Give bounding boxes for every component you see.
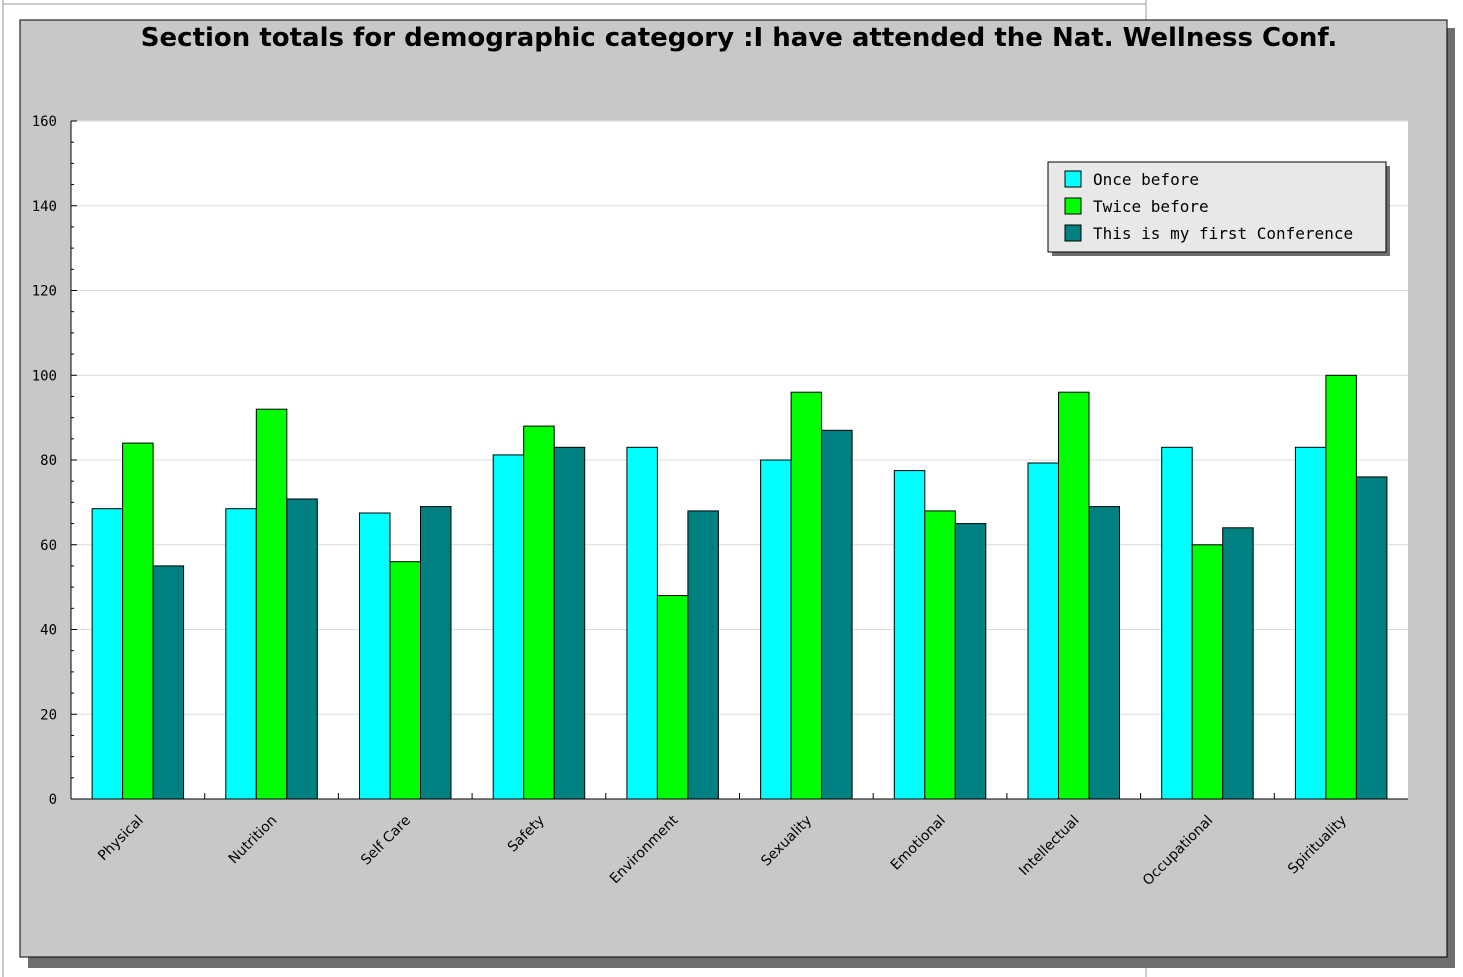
chart-title: Section totals for demographic category … bbox=[141, 23, 1337, 53]
bar-self-care-series-2 bbox=[389, 561, 421, 800]
y-tick-label: 40 bbox=[40, 623, 57, 639]
y-tick-label: 160 bbox=[32, 114, 57, 130]
y-tick-label: 80 bbox=[40, 453, 57, 469]
y-tick-label: 0 bbox=[49, 792, 57, 808]
bar-nutrition-series-2 bbox=[255, 408, 288, 800]
bar-intellectual-series-2 bbox=[1058, 391, 1090, 800]
y-tick-label: 140 bbox=[32, 199, 57, 215]
bar-occupational-series-1 bbox=[1161, 446, 1193, 800]
bar-nutrition-series-1 bbox=[225, 508, 257, 800]
bar-spirituality-series-2 bbox=[1325, 374, 1357, 800]
bar-sexuality-series-1 bbox=[760, 459, 792, 800]
axes bbox=[70, 120, 1408, 800]
legend-swatch bbox=[1064, 170, 1082, 188]
bar-physical-series-1 bbox=[91, 508, 124, 800]
bar-occupational-series-3 bbox=[1222, 527, 1254, 800]
legend: Once before Twice before This is my first … bbox=[1047, 161, 1390, 256]
bars bbox=[91, 374, 1388, 800]
bar-safety-series-1 bbox=[492, 454, 525, 800]
bar-environment-series-1 bbox=[626, 446, 658, 800]
y-tick-label: 60 bbox=[40, 538, 57, 554]
bar-safety-series-2 bbox=[523, 425, 555, 800]
bar-sexuality-series-3 bbox=[821, 429, 853, 800]
bar-intellectual-series-3 bbox=[1088, 506, 1120, 800]
bar-self-care-series-3 bbox=[420, 506, 452, 800]
y-tick-label: 120 bbox=[32, 284, 57, 300]
bar-emotional-series-2 bbox=[924, 510, 956, 800]
y-tick-label: 100 bbox=[32, 368, 57, 384]
legend-label: Once before bbox=[1093, 170, 1199, 189]
bar-safety-series-3 bbox=[553, 446, 586, 800]
bar-emotional-series-1 bbox=[893, 470, 926, 800]
y-tick-label: 20 bbox=[40, 707, 57, 723]
bar-nutrition-series-3 bbox=[286, 498, 318, 800]
bar-spirituality-series-1 bbox=[1294, 446, 1327, 800]
bar-emotional-series-3 bbox=[954, 523, 987, 800]
bar-sexuality-series-2 bbox=[790, 391, 823, 800]
bar-physical-series-2 bbox=[122, 442, 154, 800]
bar-environment-series-2 bbox=[656, 595, 689, 800]
legend-box bbox=[1047, 161, 1387, 253]
bar-self-care-series-1 bbox=[359, 512, 391, 800]
bar-physical-series-3 bbox=[152, 565, 185, 800]
legend-label: Twice before bbox=[1093, 197, 1209, 216]
bar-environment-series-3 bbox=[687, 510, 719, 800]
bar-intellectual-series-1 bbox=[1027, 462, 1059, 800]
y-tick-labels: 0 20 40 60 80 100 120 140 160 bbox=[32, 114, 57, 808]
bar-occupational-series-2 bbox=[1191, 544, 1224, 800]
legend-swatch bbox=[1064, 224, 1082, 242]
legend-label: This is my first Conference bbox=[1093, 224, 1353, 243]
legend-swatch bbox=[1064, 197, 1082, 215]
bar-spirituality-series-3 bbox=[1355, 476, 1388, 800]
